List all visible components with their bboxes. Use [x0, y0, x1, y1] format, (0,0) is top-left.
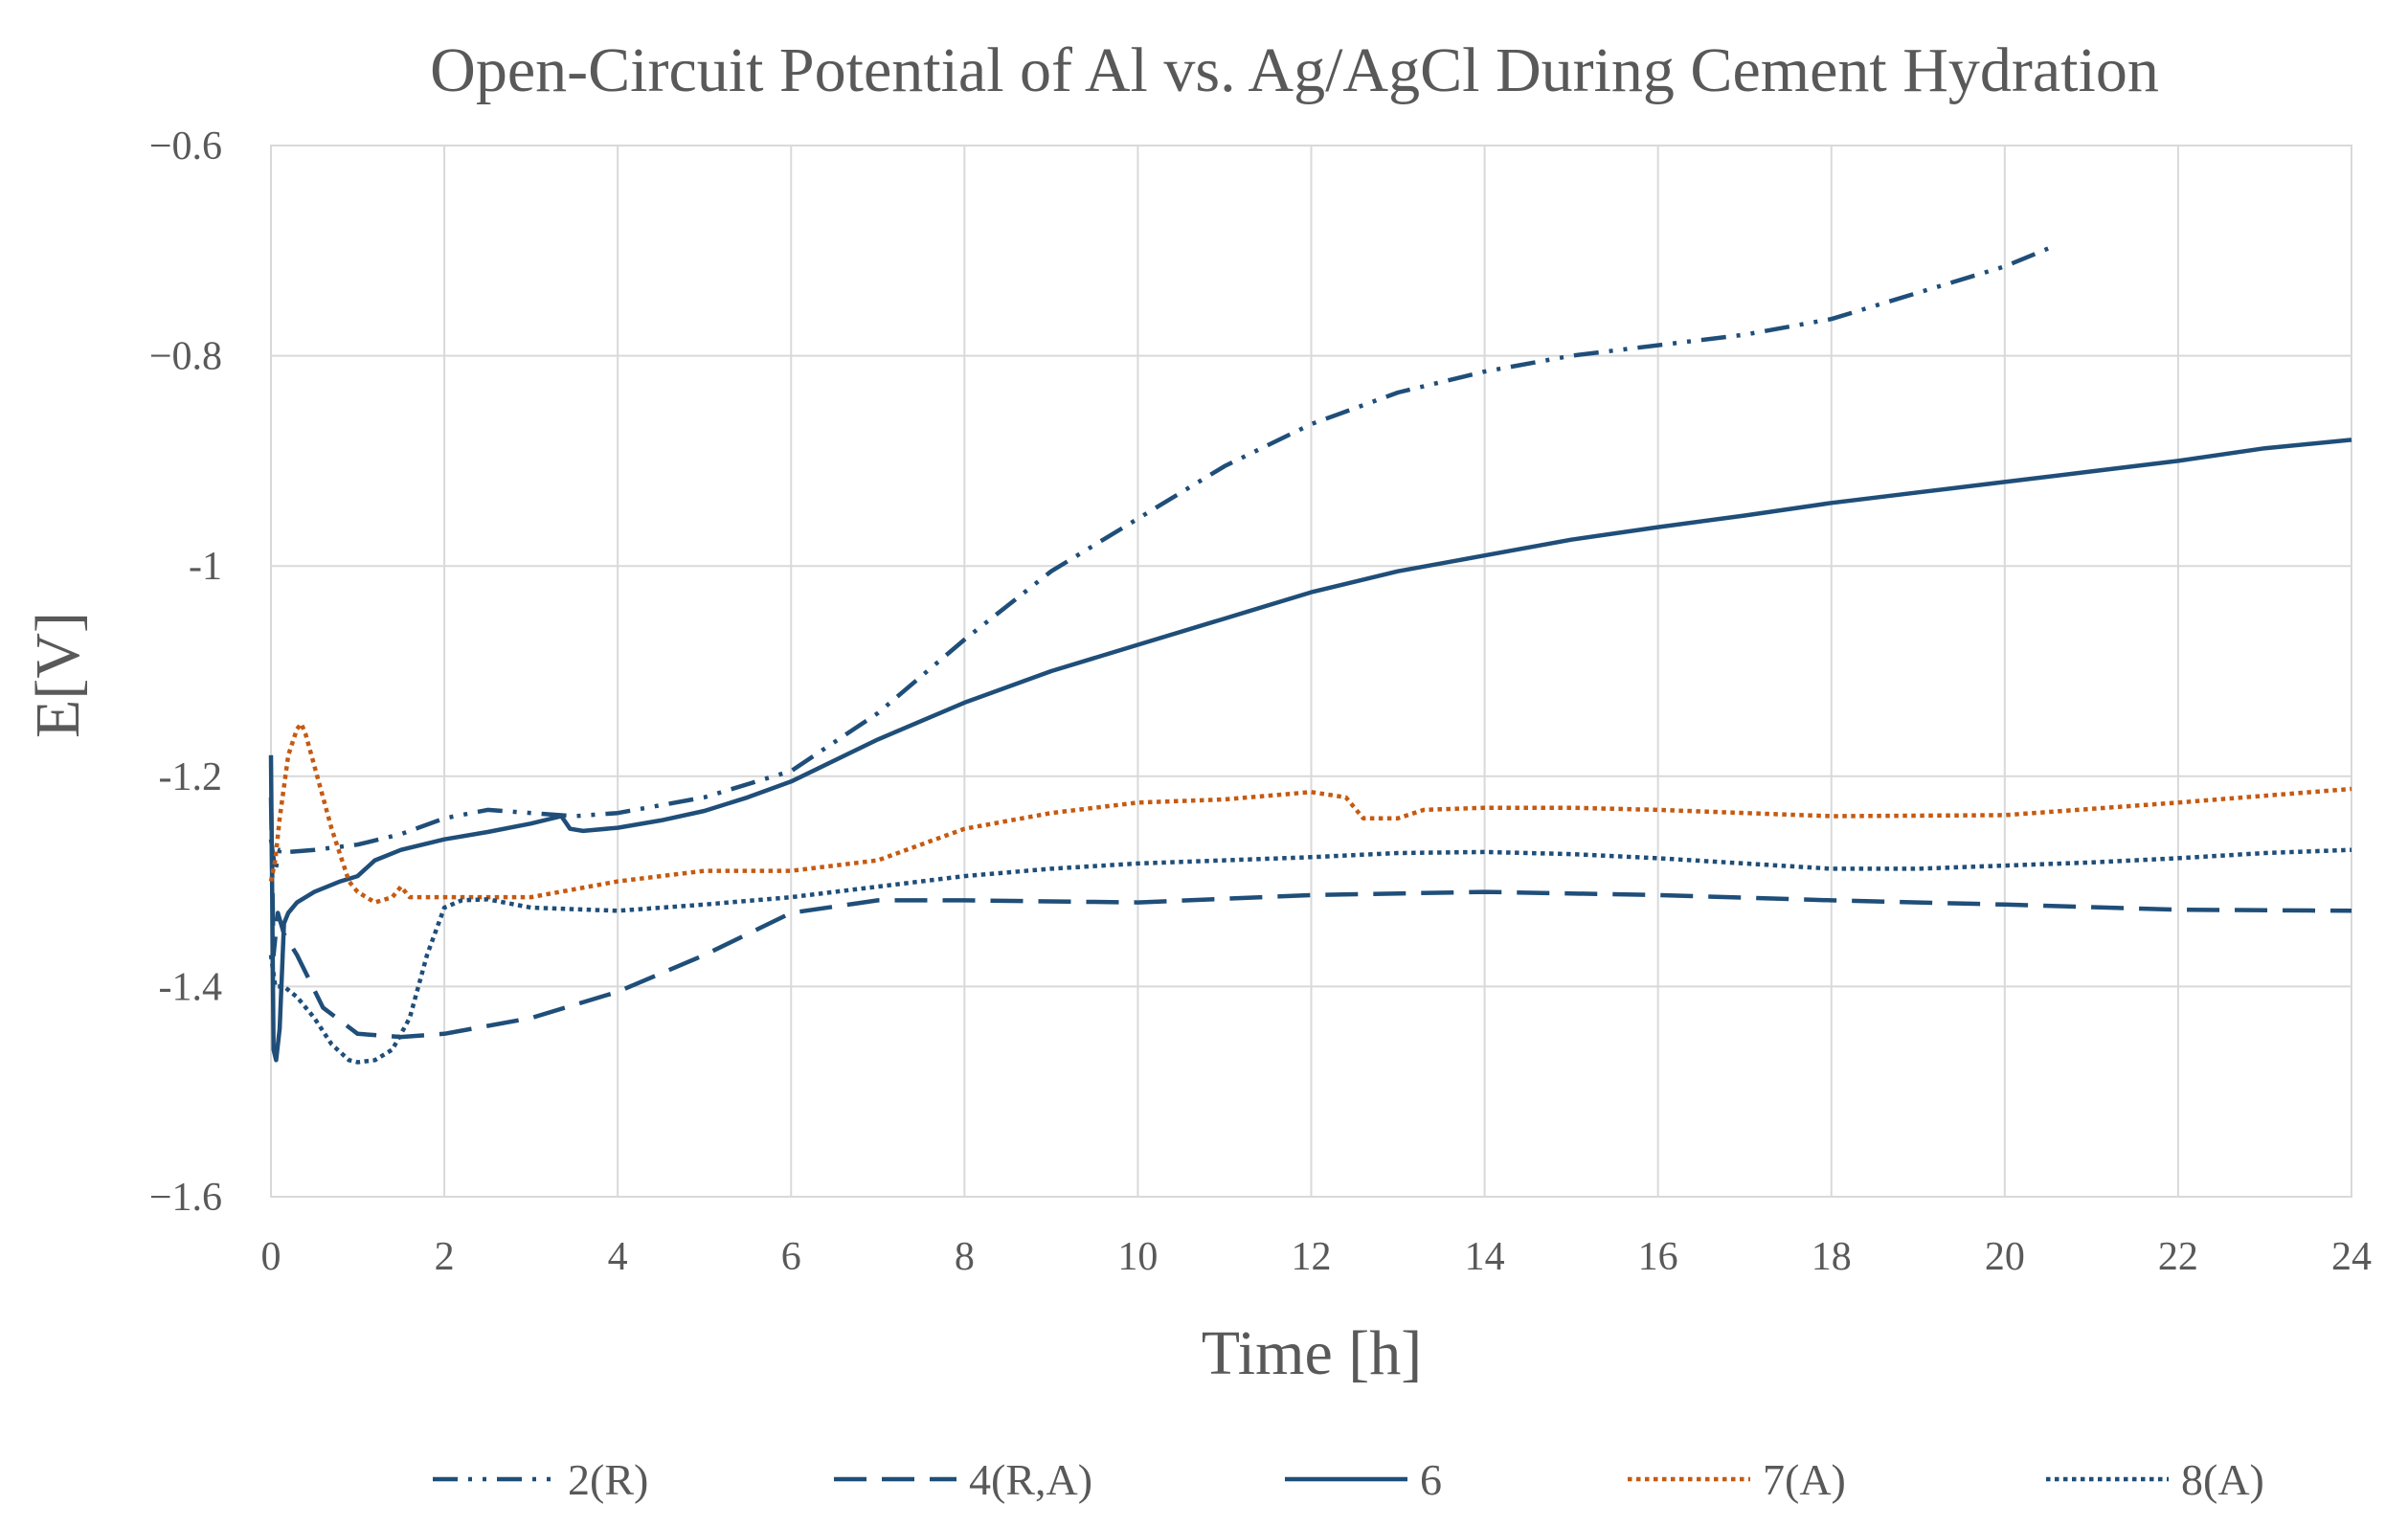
x-tick-label: 10 — [1117, 1235, 1158, 1279]
x-tick-label: 22 — [2158, 1235, 2198, 1279]
x-tick-label: 8 — [955, 1235, 975, 1279]
x-tick-label: 16 — [1638, 1235, 1678, 1279]
y-tick-label: -1.4 — [159, 965, 223, 1009]
x-tick-label: 4 — [608, 1235, 628, 1279]
y-tick-label: −1.6 — [149, 1176, 222, 1220]
legend-label-2-r: 2(R) — [568, 1455, 648, 1504]
x-axis-tick-labels: 0 2 4 6 8 10 12 14 16 18 20 22 24 — [261, 1235, 2373, 1279]
series-line-2-r — [268, 246, 2049, 873]
series-line-4-r-a — [268, 797, 2352, 1040]
series-line-6 — [268, 438, 2352, 1063]
x-tick-label: 0 — [261, 1235, 281, 1279]
y-axis-tick-labels: −1.6 -1.4 -1.2 -1 −0.8 −0.6 — [149, 124, 222, 1220]
x-tick-label: 24 — [2331, 1235, 2372, 1279]
y-tick-label: −0.6 — [149, 124, 222, 169]
series-lines — [268, 246, 2352, 1065]
legend-label-6: 6 — [1420, 1455, 1442, 1504]
legend: 2(R) 4(R,A) 6 7(A) 8(A) — [433, 1455, 2264, 1504]
chart-title: Open-Circuit Potential of Al vs. Ag/AgCl… — [430, 35, 2159, 105]
plot-area-frame — [270, 145, 2352, 1198]
x-tick-label: 14 — [1465, 1235, 1505, 1279]
x-tick-label: 20 — [1985, 1235, 2025, 1279]
x-tick-label: 18 — [1812, 1235, 1852, 1279]
gridlines — [271, 146, 2352, 1197]
legend-label-7-a: 7(A) — [1763, 1455, 1846, 1504]
series-line-7-a — [268, 721, 2352, 905]
x-axis-title: Time [h] — [1202, 1318, 1422, 1388]
legend-label-4-r-a: 4(R,A) — [969, 1455, 1092, 1504]
y-tick-label: −0.8 — [149, 335, 222, 379]
x-tick-label: 2 — [435, 1235, 455, 1279]
x-tick-label: 6 — [781, 1235, 801, 1279]
y-axis-title: E[V] — [23, 612, 93, 738]
y-tick-label: -1.2 — [159, 755, 223, 799]
x-tick-label: 12 — [1292, 1235, 1332, 1279]
legend-label-8-a: 8(A) — [2181, 1455, 2264, 1504]
y-tick-label: -1 — [189, 545, 222, 589]
series-line-8-a — [268, 847, 2352, 1065]
